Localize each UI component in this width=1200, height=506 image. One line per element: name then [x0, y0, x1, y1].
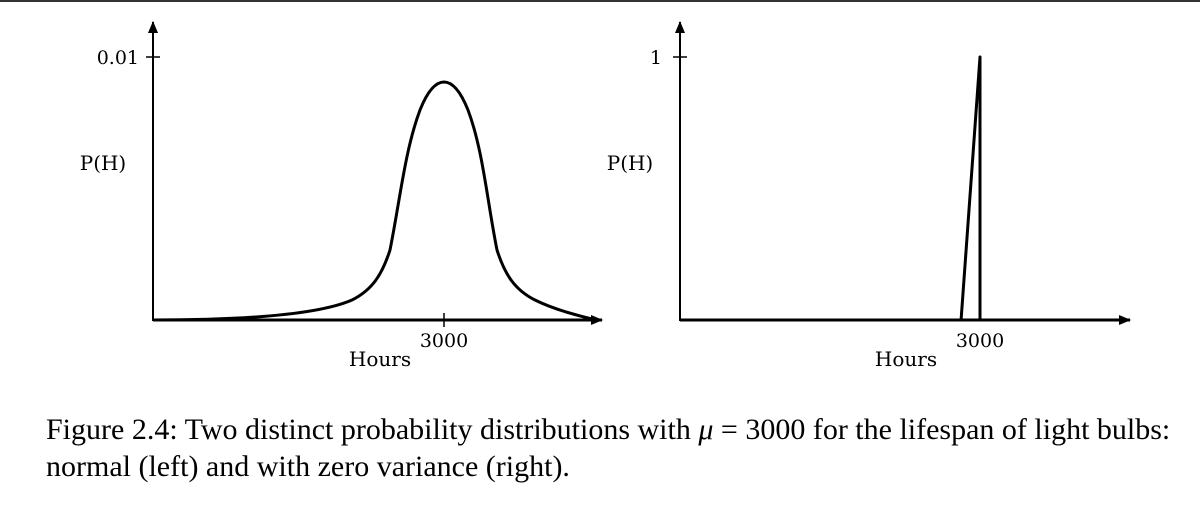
right-x-tick-label: 3000: [956, 330, 1004, 352]
figure-canvas: 0.01 3000 P(H) Hours 1 3000 P(H) Hours: [80, 21, 1131, 371]
left-x-tick-label: 3000: [420, 330, 468, 352]
normal-distribution-chart: 0.01 3000 P(H) Hours: [80, 21, 603, 371]
top-rule: [0, 0, 1200, 2]
equals-sign: =: [720, 413, 738, 446]
spike-line: [959, 55, 982, 322]
right-x-axis-label: Hours: [875, 347, 937, 371]
mu-symbol: μ: [698, 413, 714, 446]
normal-curve: [152, 80, 597, 322]
zero-variance-chart: 1 3000 P(H) Hours: [607, 21, 1131, 371]
right-y-tick-label: 1: [650, 47, 662, 69]
left-y-axis-label: P(H): [80, 151, 127, 175]
right-y-axis-label: P(H): [607, 151, 654, 175]
caption-suffix: 3000 for the lifespan of light bulbs: no…: [46, 413, 1171, 483]
caption-prefix: Figure 2.4: Two distinct probability dis…: [46, 413, 691, 446]
figure-caption: Figure 2.4: Two distinct probability dis…: [46, 411, 1176, 485]
left-y-tick-label: 0.01: [97, 47, 139, 69]
left-x-axis-label: Hours: [349, 347, 411, 371]
